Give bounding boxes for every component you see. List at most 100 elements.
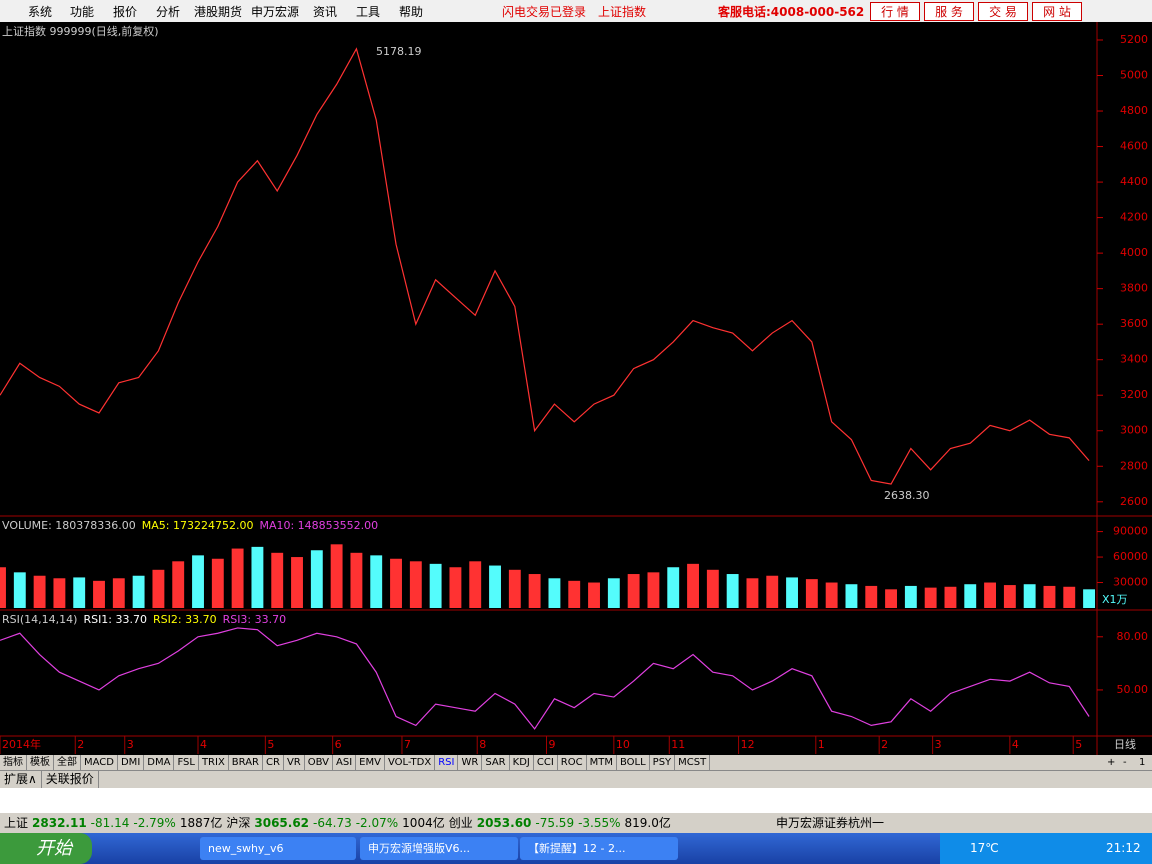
menu-item[interactable]: 系统 [28, 5, 53, 19]
blank-panel [0, 788, 1152, 813]
y-tick-label: 60000 [1113, 550, 1148, 563]
volume-bar [944, 586, 957, 608]
volume-bar [805, 579, 818, 608]
period-label: 日线 [1114, 737, 1136, 751]
indicator-tab[interactable]: BOLL [617, 755, 650, 770]
panel-title-text: VOLUME: 180378336.00 [2, 519, 136, 532]
volume-bar [390, 558, 402, 608]
menu-item[interactable]: 报价 [113, 5, 138, 19]
volume-bar [607, 578, 620, 608]
volume-bar [33, 575, 46, 608]
y-tick-label: 80.00 [1117, 630, 1149, 643]
y-tick-label: 4400 [1120, 175, 1148, 188]
indicator-tab[interactable]: PSY [650, 755, 676, 770]
indicator-tab[interactable]: VOL-TDX [385, 755, 436, 770]
nav-button[interactable]: 网 站 [1032, 2, 1082, 21]
indicator-tab[interactable]: MCST [675, 755, 711, 770]
panel-title-text: RSI(14,14,14) [2, 613, 77, 626]
sub-tab[interactable]: 扩展∧ [0, 771, 42, 788]
ticker-field: 1004亿 [402, 816, 445, 830]
unit-label: X1万 [1102, 593, 1128, 606]
tab-control[interactable]: 1 [1139, 757, 1146, 768]
indicator-tab[interactable]: CCI [534, 755, 558, 770]
system-tray: 17℃ 21:12 [940, 833, 1152, 864]
indicator-tab[interactable]: EMV [356, 755, 385, 770]
y-tick-label: 5200 [1120, 33, 1148, 46]
y-tick-label: 3200 [1120, 388, 1148, 401]
start-button[interactable]: 开始 [0, 833, 92, 864]
x-tick-label: 2 [881, 738, 888, 751]
tab-control[interactable]: + [1107, 757, 1116, 768]
volume-bar [984, 582, 996, 608]
y-tick-label: 5000 [1120, 69, 1148, 82]
indicator-tab[interactable]: SAR [482, 755, 510, 770]
indicator-tab[interactable]: MACD [81, 755, 118, 770]
task-window[interactable]: 申万宏源增强版V6... [360, 837, 518, 860]
y-tick-label: 90000 [1113, 525, 1148, 538]
indicator-tab[interactable]: TRIX [199, 755, 229, 770]
menu-bar: 系统 功能 报价 分析 港股期货 申万宏源 资讯 工具 帮助 闪电交易已登录 上证指数 客服电话:40… [0, 0, 1152, 23]
volume-bar [706, 569, 719, 608]
volume-bar [825, 582, 838, 608]
indicator-tab[interactable]: VR [284, 755, 305, 770]
ticker-bar: 上证 2832.11 -81.14 -2.79% 1887亿 沪深 3065.62 -64.7… [0, 813, 1152, 833]
volume-bar [231, 548, 244, 608]
indicator-tab[interactable]: ASI [333, 755, 357, 770]
x-tick-label: 4 [200, 738, 207, 751]
volume-bar [13, 572, 26, 608]
volume-bar [112, 578, 125, 608]
nav-button[interactable]: 行 情 [870, 2, 920, 21]
menu-item[interactable]: 功能 [70, 5, 95, 19]
chart-area: 2600 2800 3000 3200 3400 3600 3800 4000 4200 4400… [0, 22, 1152, 755]
panel-title-text: 上证指数 999999(日线,前复权) [2, 24, 159, 38]
menu-item[interactable]: 港股期货 [194, 5, 243, 19]
indicator-tab[interactable]: OBV [305, 755, 333, 770]
volume-bar [726, 574, 739, 608]
x-tick-label: 5 [267, 738, 274, 751]
ticker-field: 上证 [4, 816, 29, 830]
x-tick-label: 1 [818, 738, 825, 751]
x-tick-label: 10 [616, 738, 630, 751]
indicator-tab[interactable]: KDJ [510, 755, 534, 770]
nav-button[interactable]: 交 易 [978, 2, 1028, 21]
indicator-tab[interactable]: FSL [174, 755, 199, 770]
volume-bar [172, 561, 185, 608]
ticker-field: 1887亿 [179, 816, 223, 830]
menu-item[interactable]: 帮助 [399, 5, 424, 19]
annotation: 2638.30 [884, 489, 930, 502]
indicator-tab[interactable]: ROC [558, 755, 587, 770]
volume-bar [528, 574, 541, 608]
volume-bar [330, 544, 343, 608]
sub-tab[interactable]: 关联报价 [42, 771, 99, 788]
indicator-tab[interactable]: 指标 [0, 755, 27, 770]
volume-bar [310, 550, 323, 608]
indicator-tab[interactable]: BRAR [229, 755, 263, 770]
indicator-tab[interactable]: DMA [144, 755, 175, 770]
indicator-tab[interactable]: MTM [587, 755, 617, 770]
volume-bar [568, 580, 581, 608]
weather: 17℃ [970, 841, 999, 855]
panel-title: VOLUME: 180378336.00 MA5: 173224752.00 MA1… [2, 519, 378, 532]
indicator-tab[interactable]: 模板 [27, 755, 54, 770]
indicator-tab[interactable]: WR [458, 755, 483, 770]
volume-bar [1043, 585, 1056, 608]
volume-bar [211, 558, 224, 608]
nav-button[interactable]: 服 务 [924, 2, 974, 21]
indicator-tab[interactable]: DMI [118, 755, 145, 770]
indicator-tab[interactable]: CR [263, 755, 284, 770]
task-window[interactable]: 【新提醒】12 - 2... [520, 837, 678, 860]
tab-control[interactable]: - [1123, 757, 1127, 768]
volume-bar [687, 563, 699, 608]
menu-item[interactable]: 工具 [356, 5, 381, 19]
x-tick-label: 3 [935, 738, 942, 751]
indicator-tab[interactable]: RSI [435, 755, 459, 770]
ticker-field: -81.14 [90, 816, 130, 830]
ticker-field: 2832.11 [32, 816, 87, 830]
indicator-tab[interactable]: 全部 [54, 755, 81, 770]
ticker-field: 沪深 [226, 816, 251, 830]
task-window[interactable]: new_swhy_v6 [200, 837, 356, 860]
menu-item[interactable]: 资讯 [313, 5, 338, 19]
ticker-field: -2.07% [355, 816, 399, 830]
menu-item[interactable]: 分析 [156, 5, 181, 19]
menu-item[interactable]: 申万宏源 [251, 5, 300, 19]
